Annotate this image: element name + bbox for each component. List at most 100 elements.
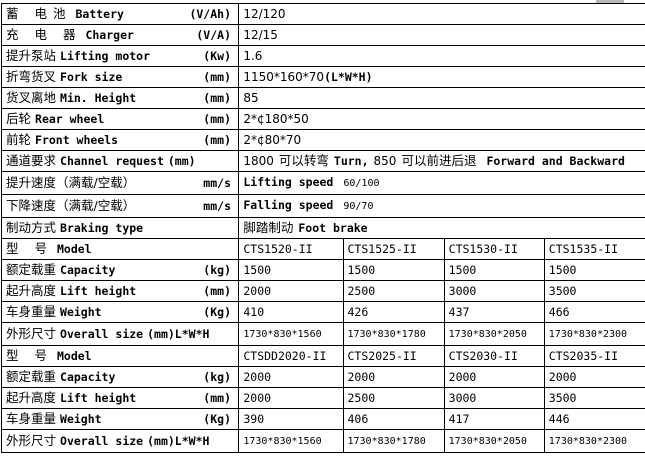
label-english: Front wheels [35, 133, 119, 147]
row-value: 2*¢180*50 [243, 112, 309, 126]
model-value: 3500 [548, 391, 577, 405]
model-value-cell: 1500 [543, 259, 645, 281]
row-label: 车身重量 Weight (Kg) [6, 410, 235, 429]
row-label: 起升高度 Lift height (mm) [6, 282, 235, 301]
label-english: Battery [75, 7, 124, 21]
model-value: 2500 [347, 391, 376, 405]
row-value: 85 [243, 91, 259, 105]
model-value: 1730*830*1560 [243, 329, 322, 340]
model-value-cell: 426 [342, 301, 445, 323]
label-english: Overall size [60, 434, 144, 448]
row-label-cell: 制动方式 Braking type [0, 217, 240, 239]
model-value-cell: 410 [238, 301, 344, 323]
model-value: CTS1535-II [548, 242, 619, 256]
row-label: 蓄 电池 Battery (V/Ah) [6, 5, 235, 24]
model-value: 2000 [243, 391, 272, 405]
row-label-cell: 提升泵站 Lifting motor (Kw) [0, 45, 240, 67]
label-chinese: 蓄 电池 [6, 6, 72, 21]
row-label: 制动方式 Braking type [6, 219, 235, 238]
model-value: 2000 [243, 284, 272, 298]
label-unit: (mm) [203, 284, 231, 298]
table-row: 充 电 器 Charger (V/A) 12/15 [0, 24, 645, 46]
model-value-cell: 2000 [342, 366, 445, 388]
label-unit: (mm)L*W*H [147, 434, 210, 448]
speed-label: Falling speed [243, 198, 334, 212]
label-english: Braking type [60, 221, 144, 235]
model-value: 3000 [448, 391, 477, 405]
table-row: 蓄 电池 Battery (V/Ah) 12/120 [0, 3, 645, 25]
channel-travel-label-cn: 可以前进后退 [401, 153, 477, 168]
row-value-cell: 2*¢80*70 [238, 129, 645, 151]
table-row: 外形尺寸 Overall size (mm)L*W*H 1730*830*1560 17… [0, 322, 645, 346]
model-value: 3000 [448, 284, 477, 298]
model-value: CTS2035-II [548, 349, 619, 363]
row-label: 外形尺寸 Overall size (mm)L*W*H [6, 431, 235, 451]
model-value: 2000 [548, 370, 577, 384]
table-row: 折弯货叉 Fork size (mm) 1150*160*70(L*W*H) [0, 66, 645, 88]
label-chinese: 货叉离地 [6, 90, 57, 105]
row-label: 提升泵站 Lifting motor (Kw) [6, 47, 235, 66]
model-value-cell: 1730*830*2300 [543, 429, 645, 453]
label-unit: (V/A) [196, 28, 231, 42]
label-chinese: 通道要求 [6, 153, 57, 168]
label-english: Model [56, 349, 92, 363]
row-label-cell: 货叉离地 Min. Height (mm) [0, 87, 240, 109]
model-value-cell: 2000 [238, 280, 344, 302]
label-chinese: 折弯货叉 [6, 69, 57, 84]
row-value: 12/120 [243, 7, 286, 21]
model-value-cell: 2000 [238, 387, 344, 409]
label-unit: (V/Ah) [189, 7, 231, 21]
model-value: 2000 [448, 370, 477, 384]
row-label: 折弯货叉 Fork size (mm) [6, 68, 235, 87]
model-value-cell: CTS1535-II [543, 238, 645, 260]
table-row: 提升泵站 Lifting motor (Kw) 1.6 [0, 45, 645, 67]
label-english: Lifting motor [60, 49, 151, 63]
label-unit: (kg) [203, 370, 231, 384]
label-chinese: 后轮 [6, 111, 32, 126]
label-unit: (mm) [203, 112, 231, 126]
row-label-cell: 型 号 Model [0, 238, 240, 260]
table-row: 型 号 Model CTS1520-II CTS1525-II CTS1530-II CT… [0, 238, 645, 260]
row-label-cell: 额定载重 Capacity (kg) [0, 366, 240, 388]
row-value-cell: 2*¢180*50 [238, 108, 645, 130]
table-row: 制动方式 Braking type 脚踏制动 Foot brake [0, 217, 645, 239]
model-value-cell: 1730*830*1780 [342, 322, 445, 346]
model-value: 1730*830*2050 [448, 329, 527, 340]
table-row: 下降速度（满载/空载） mm/s Falling speed 90/70 [0, 194, 645, 218]
channel-travel-value: 850 [373, 154, 397, 168]
model-value: 2000 [347, 370, 376, 384]
label-chinese: 外形尺寸 [6, 433, 57, 448]
channel-turn-label-cn: 可以转弯 [278, 153, 329, 168]
model-value-cell: CTS2025-II [342, 345, 445, 367]
table-row: 外形尺寸 Overall size (mm)L*W*H 1730*830*1560 17… [0, 429, 645, 453]
model-value: 406 [347, 412, 369, 426]
model-value: 1730*830*2300 [548, 436, 628, 447]
row-label: 前轮 Front wheels (mm) [6, 131, 235, 150]
model-value: CTS1525-II [347, 242, 417, 256]
model-value-cell: CTSDD2020-II [238, 345, 344, 367]
model-value: 1730*830*2300 [548, 329, 628, 340]
label-chinese: 型 号 [6, 348, 53, 363]
speed-value: 60/100 [343, 178, 380, 189]
row-value-suffix: (L*W*H) [324, 70, 373, 84]
model-value: CTS1520-II [243, 242, 313, 256]
table-row: 起升高度 Lift height (mm) 2000 2500 3000 3500 [0, 387, 645, 409]
label-english: Capacity [60, 370, 116, 384]
row-label-cell: 后轮 Rear wheel (mm) [0, 108, 240, 130]
row-value-cell: 85 [238, 87, 645, 109]
speed-label: Lifting speed [243, 175, 334, 189]
label-unit: mm/s [203, 199, 231, 213]
model-value: 426 [347, 305, 369, 319]
label-unit: (kg) [203, 263, 231, 277]
row-value-cell: 12/15 [238, 24, 645, 46]
row-label-cell: 车身重量 Weight (Kg) [0, 408, 240, 430]
model-value: 1500 [243, 263, 272, 277]
row-value-cell: Falling speed 90/70 [238, 194, 645, 218]
model-value: 437 [448, 305, 470, 319]
row-label: 起升高度 Lift height (mm) [6, 389, 235, 408]
row-value-cell: 1.6 [238, 45, 645, 67]
table-row: 提升速度（满载/空载） mm/s Lifting speed 60/100 [0, 171, 645, 195]
model-value-cell: CTS1525-II [342, 238, 445, 260]
label-chinese: 额定载重 [6, 369, 57, 384]
row-label: 额定载重 Capacity (kg) [6, 368, 235, 387]
